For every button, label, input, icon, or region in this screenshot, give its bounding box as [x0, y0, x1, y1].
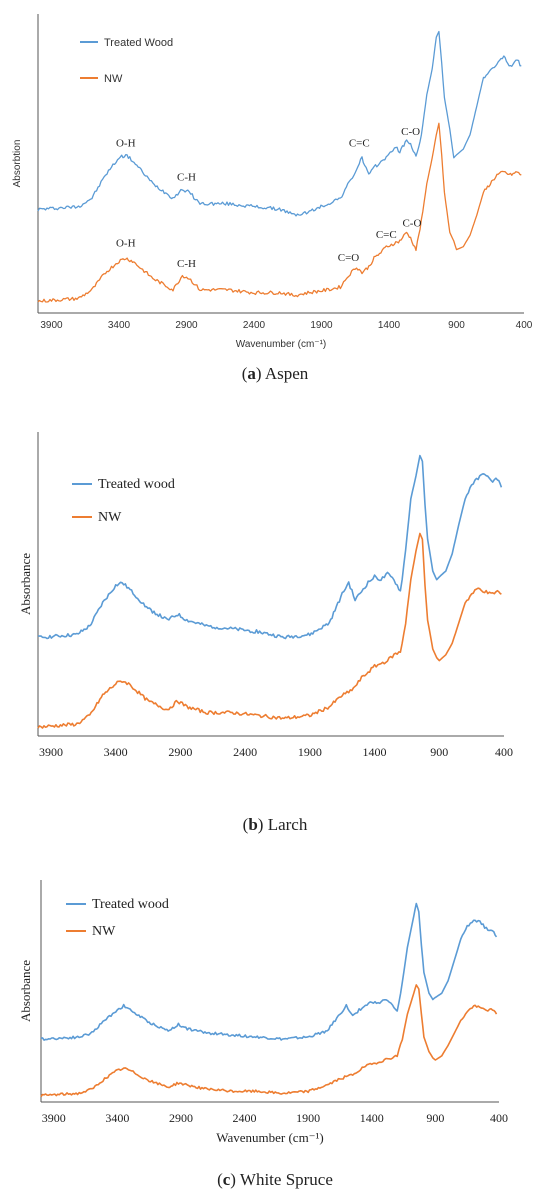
x-tick-label: 2400	[243, 320, 266, 331]
peak-annotation: O-H	[116, 238, 136, 250]
x-tick-label: 900	[426, 1111, 444, 1125]
caption-b-name: Larch	[267, 815, 308, 834]
peak-annotation: O-H	[116, 137, 136, 149]
y-axis-label: Absorbance	[18, 553, 33, 615]
peak-annotation: C-H	[177, 172, 196, 184]
x-tick-label: 2400	[233, 1111, 257, 1125]
series-line-treated	[37, 454, 503, 640]
caption-b: (b) Larch	[242, 815, 308, 834]
x-tick-label: 1900	[296, 1111, 320, 1125]
x-tick-label: 400	[516, 320, 533, 331]
peak-annotation: C=C	[376, 229, 397, 241]
chart-panel-b: 3900 3400 2900 2400 1900 1400 900 400 Absorbance…	[18, 432, 513, 759]
legend-entry: Treated Wood	[104, 37, 173, 49]
x-axis-label: Wavenumber (cm⁻¹)	[236, 339, 326, 350]
peak-annotation: C-O	[401, 126, 420, 138]
x-tick-label: 3900	[40, 320, 63, 331]
x-tick-label: 400	[490, 1111, 508, 1125]
x-tick-label: 3400	[108, 320, 131, 331]
x-tick-label: 1900	[310, 320, 333, 331]
peak-annotation: C=O	[338, 252, 360, 264]
caption-c-name: White Spruce	[239, 1170, 333, 1189]
series-line-nw	[37, 532, 502, 729]
x-tick-label: 1400	[363, 745, 387, 759]
x-tick-label: 2400	[233, 745, 257, 759]
x-tick-label: 1400	[378, 320, 401, 331]
series-line-treated	[40, 902, 498, 1041]
x-tick-label: 400	[495, 745, 513, 759]
caption-c: (c) White Spruce	[217, 1170, 333, 1189]
series-line-nw	[40, 984, 498, 1098]
x-tick-label: 2900	[168, 745, 192, 759]
caption-a-name: Aspen	[264, 364, 309, 383]
y-axis-label: Absorbtion	[12, 140, 23, 188]
x-tick-label: 900	[448, 320, 465, 331]
x-tick-label: 2900	[169, 1111, 193, 1125]
legend-entry: NW	[104, 73, 123, 85]
peak-annotation: C=C	[349, 137, 370, 149]
y-axis-label: Absorbance	[18, 960, 33, 1022]
caption-a: (a) Aspen	[241, 364, 309, 383]
caption-b-letter: b	[248, 815, 258, 834]
peak-annotation: C-O	[402, 218, 421, 230]
x-tick-label: 1900	[298, 745, 322, 759]
caption-c-letter: c	[222, 1170, 231, 1189]
x-tick-label: 1400	[360, 1111, 384, 1125]
legend-entry: NW	[98, 510, 122, 525]
legend-entry: Treated wood	[98, 477, 175, 492]
series-line-treated	[37, 30, 522, 217]
x-tick-label: 2900	[175, 320, 198, 331]
x-tick-label: 3900	[39, 745, 63, 759]
legend-entry: Treated wood	[92, 897, 169, 912]
x-tick-label: 900	[430, 745, 448, 759]
legend-entry: NW	[92, 924, 116, 939]
x-tick-label: 3900	[42, 1111, 66, 1125]
chart-panel-a: 3900 3400 2900 2400 1900 1400 900 400 Wavenumber…	[12, 14, 533, 350]
series-line-nw	[37, 122, 522, 303]
caption-a-letter: a	[247, 364, 256, 383]
x-tick-label: 3400	[104, 745, 128, 759]
chart-panel-c: 3900 3400 2900 2400 1900 1400 900 400 Wavenumber…	[18, 880, 508, 1145]
x-tick-label: 3400	[105, 1111, 129, 1125]
x-axis-label: Wavenumber (cm⁻¹)	[216, 1130, 324, 1145]
peak-annotation: C-H	[177, 258, 196, 270]
